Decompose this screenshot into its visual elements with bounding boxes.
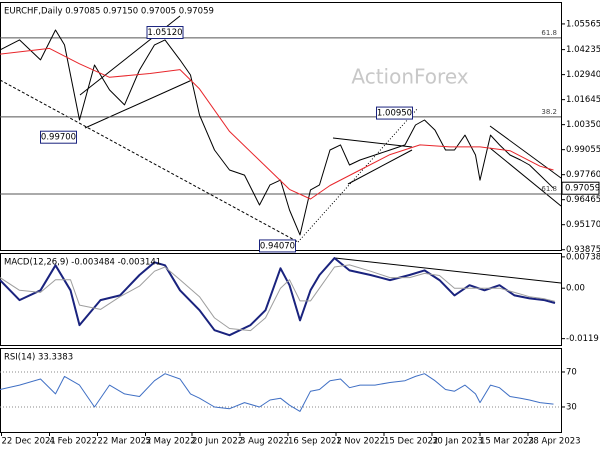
channel-line <box>489 147 562 207</box>
y-tick-label: 1.01645 <box>566 95 600 105</box>
price-tag-label: 0.97059 <box>565 184 600 194</box>
series-line <box>0 264 556 332</box>
x-tick-label: 5 May 2022 <box>146 437 196 447</box>
channel-line <box>84 79 193 129</box>
series-line <box>0 257 556 337</box>
x-tick-label: 15 Dec 2022 <box>384 437 438 447</box>
x-tick-label: 30 Jan 2023 <box>432 437 483 447</box>
annotation-box <box>376 106 413 120</box>
macd-trend-line <box>334 257 562 284</box>
y-tick-label: 1.02940 <box>566 70 600 80</box>
macd-panel-frame <box>0 253 562 346</box>
x-tick-label: 22 Mar 2022 <box>98 437 152 447</box>
y-tick-label: 0.96465 <box>566 195 600 205</box>
y-tick-label: 0.97760 <box>566 170 600 180</box>
annotation-label: 1.05120 <box>147 28 182 38</box>
x-tick-label: 28 Apr 2023 <box>528 437 581 447</box>
level-label: 61.8 <box>541 185 557 193</box>
y-tick-label: 1.00350 <box>566 120 600 130</box>
x-tick-label: 1 Nov 2022 <box>336 437 385 447</box>
channel-line <box>489 125 562 179</box>
watermark: ActionForex <box>351 65 468 89</box>
y-tick-label: 0.95170 <box>566 220 600 230</box>
annotation-label: 0.99700 <box>41 133 76 143</box>
x-tick-label: 15 Mar 2023 <box>480 437 534 447</box>
price-tag <box>561 181 600 195</box>
rsi-panel-frame <box>0 348 562 433</box>
x-tick-label: 4 Feb 2022 <box>50 437 98 447</box>
panel-title: EURCHF,Daily 0.97085 0.97150 0.97005 0.9… <box>4 7 214 17</box>
level-label: 61.8 <box>541 29 557 37</box>
x-tick-label: 16 Sep 2022 <box>288 437 342 447</box>
y-tick-label: 0.00 <box>566 284 585 294</box>
triangle-line <box>347 149 413 185</box>
panel-title: MACD(12,26,9) -0.003484 -0.003141 <box>4 258 161 268</box>
x-tick-label: 20 Jun 2022 <box>192 437 243 447</box>
y-tick-label: 70 <box>566 367 577 377</box>
panel-title: RSI(14) 33.3383 <box>4 353 73 363</box>
annotation-label: 1.00950 <box>377 109 412 119</box>
triangle-line <box>332 137 413 148</box>
trend-line <box>0 79 299 243</box>
y-tick-label: 0.007384 <box>566 252 600 262</box>
y-tick-label: 0.99055 <box>566 145 600 155</box>
series-line <box>0 47 554 200</box>
annotation-label: 0.94070 <box>260 241 295 251</box>
y-tick-label: 1.05565 <box>566 19 600 29</box>
annotation-box <box>146 26 184 40</box>
x-tick-label: 3 Aug 2022 <box>240 437 289 447</box>
series-line <box>0 29 554 236</box>
y-tick-label: 30 <box>566 402 577 412</box>
x-tick-label: 22 Dec 2021 <box>2 437 56 447</box>
y-tick-label: 0.93875 <box>566 245 600 255</box>
level-label: 38.2 <box>541 108 557 116</box>
annotation-box <box>259 239 296 253</box>
y-tick-label: -0.0119 <box>566 334 599 344</box>
annotation-box <box>40 130 77 144</box>
y-tick-label: 1.04235 <box>566 45 600 55</box>
series-line <box>0 373 554 412</box>
